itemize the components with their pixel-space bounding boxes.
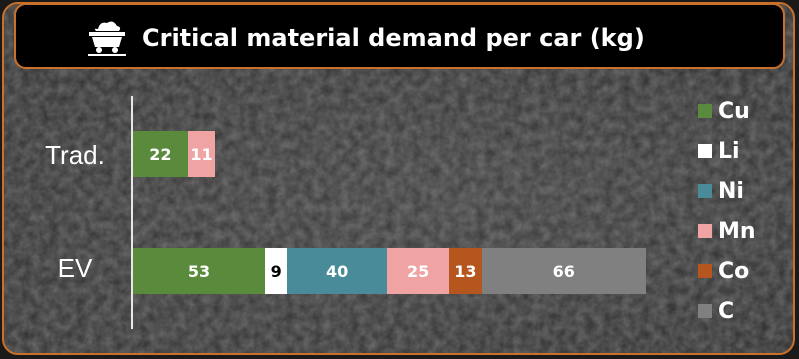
- legend-swatch: [698, 184, 712, 198]
- legend-swatch: [698, 104, 712, 118]
- bar-segment-trad-cu: 22: [133, 131, 188, 177]
- legend-item-co: Co: [698, 256, 749, 286]
- legend-swatch: [698, 304, 712, 318]
- category-label-trad: Trad.: [45, 140, 105, 170]
- data-label: 25: [406, 261, 430, 281]
- bar-segment-ev-co: 13: [449, 248, 482, 294]
- data-label: 13: [454, 261, 477, 281]
- bar-segment-ev-ni: 40: [287, 248, 387, 294]
- legend-label: Li: [718, 138, 740, 164]
- bar-segment-ev-li: 9: [264, 248, 288, 294]
- legend-item-c: C: [698, 296, 734, 326]
- bar-segment-ev-cu: 53: [133, 248, 265, 294]
- legend-swatch: [698, 224, 712, 238]
- category-axis-line: [131, 96, 133, 329]
- bar-segment-ev-mn: 25: [386, 248, 450, 294]
- chart-title: Critical material demand per car (kg): [142, 24, 645, 52]
- mine-cart-icon: [88, 21, 126, 56]
- data-label: 66: [552, 261, 575, 281]
- title-bar: Critical material demand per car (kg): [14, 3, 785, 69]
- bar-plot-area: 22 11 53 9 40 25 13 66: [133, 0, 693, 359]
- legend-label: Ni: [718, 178, 744, 204]
- data-label: 11: [190, 144, 213, 164]
- legend-swatch: [698, 264, 712, 278]
- category-label-ev: EV: [57, 253, 93, 283]
- legend-swatch: [698, 144, 712, 158]
- bar-segment-ev-c: 66: [481, 248, 646, 294]
- data-label: 22: [149, 144, 172, 164]
- legend-item-li: Li: [698, 136, 740, 166]
- legend-label: C: [718, 298, 735, 324]
- data-label: 40: [326, 261, 349, 281]
- legend-item-mn: Mn: [698, 216, 756, 246]
- bar-segment-trad-mn: 11: [187, 131, 216, 177]
- data-label: 9: [270, 261, 282, 281]
- legend-item-ni: Ni: [698, 176, 744, 206]
- legend-label: Cu: [718, 98, 750, 124]
- legend-label: Co: [718, 258, 750, 284]
- legend-label: Mn: [718, 218, 756, 244]
- legend-item-cu: Cu: [698, 96, 750, 126]
- data-label: 53: [187, 261, 211, 281]
